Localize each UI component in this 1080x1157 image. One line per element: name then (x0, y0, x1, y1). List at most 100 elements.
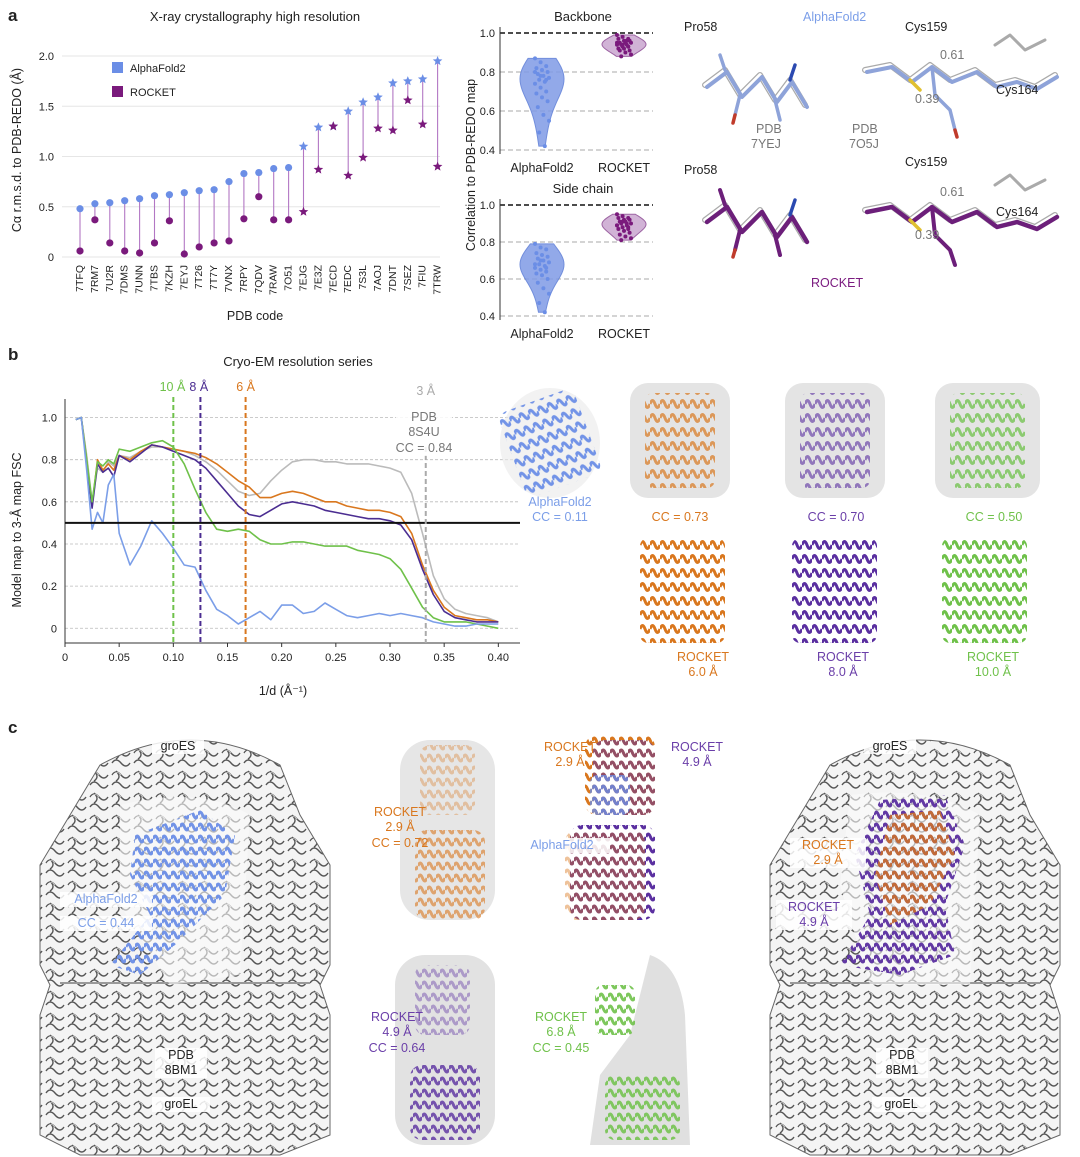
fsc-resolution-label: 3 Å (416, 383, 435, 398)
backbone-violin-point (626, 44, 631, 49)
sidechain-violin-point (629, 236, 633, 241)
backbone-violin-point (534, 91, 539, 96)
alphafold2-point (136, 195, 144, 203)
alphafold2-point (150, 192, 159, 200)
backbone-y-tick-label: 0.4 (480, 145, 495, 157)
alphafold2-point (403, 76, 413, 86)
alphafold2-point (373, 92, 383, 102)
sidechain-violin-point (540, 273, 544, 278)
backbone-violin-point (540, 68, 544, 73)
legend-rocket-swatch (112, 86, 123, 97)
fsc-cc-10: CC = 0.50 (965, 510, 1023, 524)
backbone-violin-point (547, 118, 551, 123)
sidechain-y-tick-label: 0.6 (480, 274, 495, 286)
rocket-10-name: ROCKET (966, 650, 1020, 664)
backbone-violin-point (544, 89, 549, 94)
legend-alphafold2-label: AlphaFold2 (130, 63, 186, 75)
mid-b2-name: ROCKET (670, 740, 724, 754)
groes-right-label: groES (864, 739, 916, 754)
alphafold2-point (313, 122, 324, 132)
panel-letter-b: b (8, 345, 19, 364)
backbone-violin-point (627, 48, 632, 53)
backbone-violin-point (538, 85, 543, 90)
backbone-violin-point (620, 42, 625, 47)
rmsd-x-tick-label: 7T26 (193, 265, 205, 289)
right-purple-name: ROCKET (776, 900, 852, 915)
rocket-point (76, 247, 84, 255)
sidechain-violin-point (620, 219, 625, 224)
rocket-point (91, 216, 99, 224)
sidechain-violin-point (620, 214, 625, 219)
rmsd-x-tick-label: 7FIU (417, 265, 429, 288)
rmsd-x-tick-label: 7TBS (149, 265, 161, 291)
mid-b-af2: AlphaFold2 (514, 838, 610, 853)
groel-structure-renderings (39, 735, 1061, 1156)
sidechain-violin-point (535, 280, 540, 285)
sidechain-violin-point (616, 227, 621, 232)
sidechain-violin-point (544, 265, 549, 270)
violin-y-axis-label: Correlation to PDB-REDO map (464, 79, 478, 251)
backbone-violin-point (537, 77, 542, 82)
rmsd-x-tick-label: 7TFQ (74, 265, 86, 292)
rocket-point (270, 216, 278, 224)
fsc-x-tick-label: 0.20 (271, 652, 292, 664)
alphafold2-point (358, 97, 368, 107)
alphafold2-point (165, 191, 173, 199)
rmsd-y-tick-label: 0.5 (39, 202, 54, 214)
rocket-point (106, 239, 114, 247)
rmsd-x-tick-label: 7T7Y (208, 265, 220, 290)
legend-alphafold2-swatch (112, 62, 123, 73)
alphafold2-point (76, 205, 84, 213)
cys159-bottom-label: Cys159 (905, 155, 948, 169)
pdb-8s4u-code: 8S4U (396, 425, 452, 440)
sidechain-violin-point (538, 258, 543, 263)
backbone-violin-point (629, 52, 633, 57)
fsc-x-axis-label: 1/d (Å⁻¹) (259, 683, 307, 698)
backbone-x-tick-label: AlphaFold2 (510, 161, 573, 175)
mid-d-res: 6.8 Å (546, 1025, 576, 1039)
mid-b2-res: 4.9 Å (682, 755, 712, 769)
backbone-violin-point (617, 48, 622, 53)
alphafold2-point (298, 141, 309, 151)
cys164-bottom-label: Cys164 (996, 205, 1039, 219)
mid-c-cc: CC = 0.64 (368, 1041, 426, 1055)
sidechain-violin-point (544, 247, 549, 252)
rocket-point (195, 243, 203, 251)
rocket-point (150, 239, 159, 247)
groes-left-label: groES (152, 739, 204, 754)
rmsd-x-tick-label: 7SEZ (402, 264, 414, 291)
fsc-resolution-label: 6 Å (236, 379, 255, 394)
sidechain-violin-point (533, 241, 537, 246)
backbone-y-tick-label: 1.0 (480, 28, 495, 40)
alphafold2-point (285, 163, 293, 172)
backbone-y-tick-label: 0.8 (480, 67, 495, 79)
rmsd-y-tick-label: 0 (48, 252, 54, 264)
alphafold2-model-label: AlphaFold2 (803, 10, 867, 24)
fsc-y-tick-label: 0.6 (42, 497, 57, 509)
backbone-violin-point (534, 66, 539, 71)
pdb-8s4u-cc: CC = 0.84 (388, 441, 460, 456)
backbone-violin-point (538, 73, 543, 78)
sidechain-violin-point (534, 271, 539, 276)
panel-letter-c: c (8, 718, 18, 737)
rocket-point (121, 247, 129, 255)
mid-a-cc: CC = 0.72 (371, 836, 429, 850)
rocket-10-res: 10.0 Å (974, 665, 1012, 679)
mid-b1-res: 2.9 Å (555, 755, 585, 769)
alphafold2-point (388, 78, 398, 88)
alphafold2-point (240, 169, 248, 178)
backbone-violin-point (616, 36, 621, 41)
rocket-point (343, 170, 353, 180)
sidechain-violin-point (622, 228, 626, 233)
fsc-y-tick-label: 0.8 (42, 455, 57, 467)
fsc-af2-name: AlphaFold2 (528, 495, 592, 509)
alphafold2-point (225, 178, 233, 186)
rocket-point (417, 119, 428, 129)
pdb-8bm1-left-code: 8BM1 (155, 1063, 207, 1078)
backbone-violin-point (533, 81, 537, 86)
pdb-8s4u-label: PDB (396, 410, 452, 425)
fsc-x-tick-label: 0.30 (379, 652, 400, 664)
backbone-violin-point (533, 70, 537, 74)
rmsd-x-tick-label: 7DMS (119, 265, 131, 294)
xray-structure-renderings (702, 33, 1060, 267)
